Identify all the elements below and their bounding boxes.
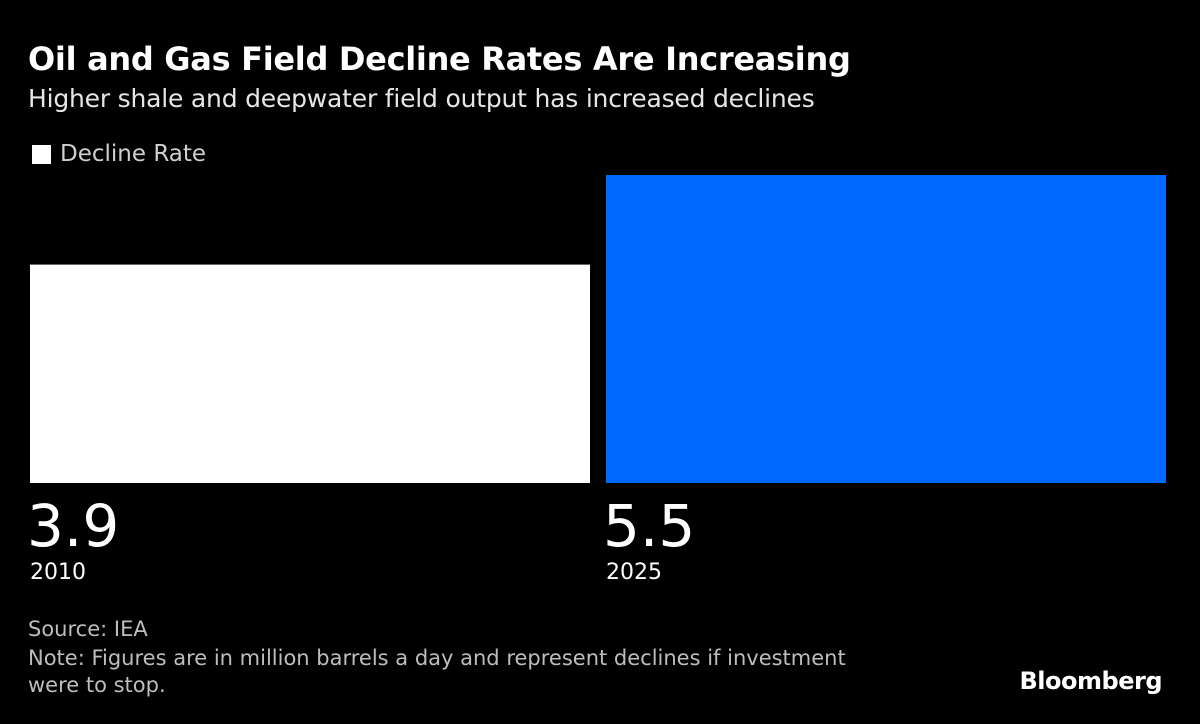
category-label-2010: 2010 xyxy=(30,560,86,585)
legend: Decline Rate xyxy=(32,140,206,168)
category-label-2025: 2025 xyxy=(606,560,662,585)
bloomberg-logo: Bloomberg xyxy=(1019,667,1163,695)
legend-label: Decline Rate xyxy=(60,141,207,167)
bar-2025 xyxy=(606,175,1166,483)
data-label-2025: 5.5 xyxy=(603,492,696,560)
footnote: Note: Figures are in million barrels a d… xyxy=(28,646,846,697)
chart-subtitle: Higher shale and deepwater field output … xyxy=(28,84,815,113)
data-label-2010: 3.9 xyxy=(27,492,120,560)
legend-swatch xyxy=(32,144,51,164)
chart-title: Oil and Gas Field Decline Rates Are Incr… xyxy=(28,40,851,78)
source-note: Source: IEA xyxy=(28,617,148,641)
bar-2010 xyxy=(30,264,590,483)
